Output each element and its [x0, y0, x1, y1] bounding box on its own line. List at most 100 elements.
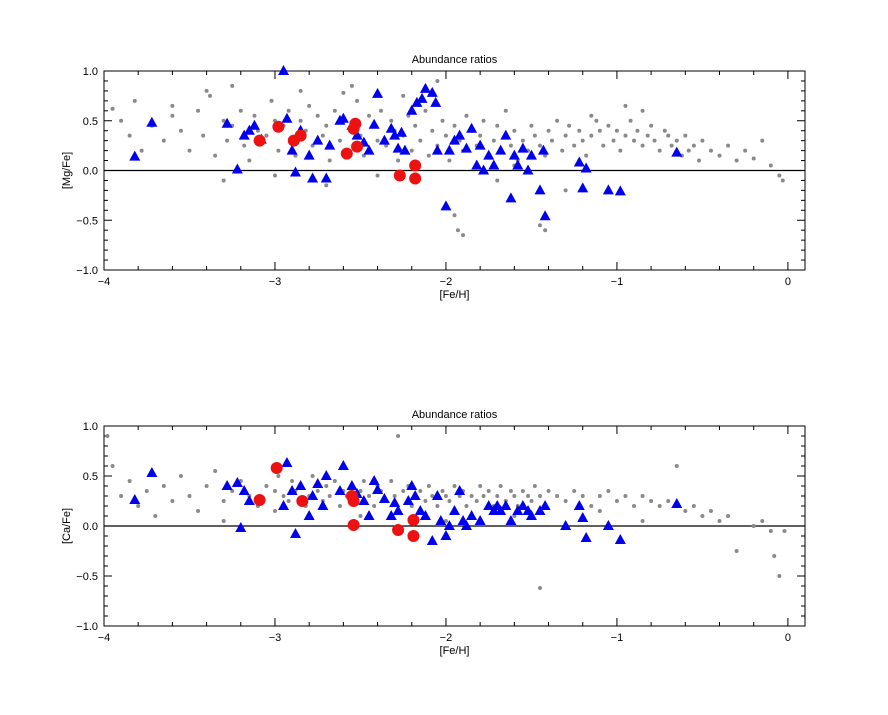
field-star-point	[584, 153, 589, 158]
triangle-point	[286, 485, 298, 495]
field-star-point	[409, 148, 414, 153]
chart-panel-2: −4 −3 −2 −1 0 −1.0 −0.5 0.0 0.5 1.0 Abundance rati…	[61, 409, 806, 657]
field-star-point	[529, 123, 534, 128]
circle-point	[253, 134, 266, 147]
field-star-point	[572, 143, 577, 148]
y-tick-label: 0.0	[83, 521, 98, 533]
field-star-point	[594, 118, 599, 123]
circle-point	[409, 172, 422, 185]
triangle-point	[320, 172, 332, 183]
field-star-point	[132, 98, 137, 103]
triangle-point	[505, 192, 517, 203]
triangle-point	[337, 112, 349, 123]
field-star-point	[208, 93, 213, 98]
field-star-point	[119, 494, 124, 498]
field-star-point	[686, 148, 691, 153]
field-star-point	[272, 173, 277, 178]
field-star-point	[187, 494, 192, 498]
field-star-point	[478, 484, 483, 488]
triangle-point	[505, 515, 517, 525]
field-star-point	[110, 106, 115, 111]
triangle-point	[378, 134, 390, 145]
field-star-point	[230, 83, 235, 88]
field-star-point	[247, 158, 252, 163]
field-star-point	[772, 554, 777, 558]
field-star-point	[696, 158, 701, 163]
triangle-point	[614, 534, 626, 544]
field-star-point	[298, 88, 303, 93]
triangle-point	[478, 164, 490, 175]
triangle-point	[372, 484, 384, 494]
triangle-point	[334, 485, 346, 495]
field-star-point	[464, 113, 469, 118]
triangle-point	[573, 156, 585, 167]
field-star-point	[396, 434, 401, 438]
field-star-point	[683, 509, 688, 513]
field-star-point	[640, 143, 645, 148]
triangle-point	[440, 530, 452, 540]
field-star-point	[447, 158, 452, 163]
field-star-point	[589, 133, 594, 138]
field-star-point	[560, 148, 565, 153]
triangle-point	[454, 129, 466, 140]
field-star-point	[486, 489, 491, 493]
field-star-point	[572, 489, 577, 493]
field-star-point	[389, 118, 394, 123]
triangle-point	[525, 149, 537, 160]
field-star-point	[375, 173, 380, 178]
field-star-point	[481, 494, 486, 498]
circle-point	[347, 495, 360, 507]
triangle-point	[483, 500, 495, 510]
field-star-point	[320, 133, 325, 138]
triangle-point	[508, 149, 520, 160]
field-star-point	[452, 484, 457, 488]
field-star-point	[674, 464, 679, 468]
x-tick-label: −3	[269, 632, 282, 644]
field-star-point	[367, 494, 372, 498]
field-star-point	[743, 148, 748, 153]
field-star-point	[666, 133, 671, 138]
y-tick-label: 0.5	[83, 471, 98, 483]
field-star-point	[452, 123, 457, 128]
triangle-point	[414, 505, 426, 515]
field-star-point	[361, 479, 366, 483]
triangle-point	[372, 87, 384, 98]
field-star-point	[469, 494, 474, 498]
field-star-point	[213, 469, 218, 473]
field-star-point	[657, 148, 662, 153]
field-star-point	[276, 148, 281, 153]
field-star-point	[327, 158, 332, 163]
field-star-point	[589, 113, 594, 118]
triangle-point	[474, 515, 486, 525]
field-star-point	[221, 118, 226, 123]
triangle-point	[146, 467, 158, 477]
circle-point	[253, 494, 266, 506]
triangle-point	[419, 82, 431, 93]
field-star-point	[110, 464, 115, 468]
field-star-point	[567, 123, 572, 128]
triangle-point	[289, 528, 301, 538]
field-star-point	[272, 509, 277, 513]
field-star-point	[221, 178, 226, 183]
field-star-point	[178, 128, 183, 133]
field-star-point	[204, 88, 209, 93]
field-star-point	[669, 143, 674, 148]
triangle-point	[517, 142, 529, 153]
field-star-point	[478, 133, 483, 138]
triangle-point	[395, 126, 407, 137]
field-star-point	[290, 479, 295, 483]
field-star-point	[555, 494, 560, 498]
triangle-point	[602, 184, 614, 195]
field-star-point	[170, 103, 175, 108]
field-star-point	[495, 178, 500, 183]
field-star-point	[413, 123, 418, 128]
triangle-point	[483, 149, 495, 160]
field-star-point	[491, 138, 496, 143]
field-star-point	[276, 474, 281, 478]
field-star-point	[443, 494, 448, 498]
triangle-point	[573, 500, 585, 510]
field-star-point	[628, 118, 633, 123]
field-star-point	[537, 223, 542, 228]
x-tick-label: 0	[785, 632, 791, 644]
circle-point	[407, 530, 420, 542]
